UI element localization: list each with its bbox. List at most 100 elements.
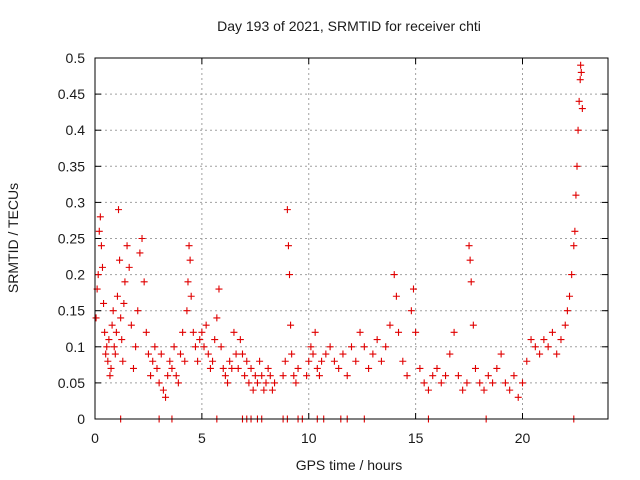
data-point bbox=[98, 263, 106, 271]
data-point bbox=[268, 386, 276, 394]
data-point bbox=[348, 343, 355, 351]
data-point bbox=[429, 372, 437, 380]
data-point bbox=[219, 364, 227, 372]
data-point bbox=[574, 126, 582, 134]
data-point bbox=[463, 379, 471, 387]
data-point bbox=[315, 372, 323, 380]
data-point bbox=[506, 386, 514, 394]
x-tick-label: 20 bbox=[515, 430, 531, 446]
data-point bbox=[339, 350, 347, 358]
data-point bbox=[110, 343, 118, 351]
data-point bbox=[484, 372, 492, 380]
data-point bbox=[466, 256, 474, 264]
data-point bbox=[168, 364, 176, 372]
data-point bbox=[446, 350, 454, 358]
y-axis-label: SRMTID / TECUs bbox=[5, 183, 21, 293]
x-tick-label: 15 bbox=[408, 430, 424, 446]
data-point bbox=[281, 357, 289, 365]
data-point bbox=[571, 227, 579, 235]
data-point bbox=[523, 357, 531, 365]
tick-labels: 0 0.05 0.1 0.15 0.2 0.25 0.3 0.35 0.4 0.45 0.5 0 5 10… bbox=[58, 50, 608, 446]
data-point bbox=[540, 336, 548, 344]
data-point bbox=[290, 372, 298, 380]
y-tick-label: 0.1 bbox=[66, 339, 86, 355]
y-tick-label: 0 bbox=[77, 411, 85, 427]
plot-frame bbox=[94, 57, 609, 420]
data-point bbox=[179, 328, 187, 336]
data-point bbox=[125, 263, 133, 271]
data-point bbox=[127, 321, 135, 329]
data-point bbox=[103, 343, 111, 351]
data-point bbox=[151, 343, 159, 351]
data-point bbox=[215, 285, 223, 293]
data-point bbox=[253, 379, 261, 387]
data-point bbox=[264, 364, 272, 372]
data-point bbox=[305, 357, 313, 365]
data-point bbox=[467, 278, 475, 286]
data-point bbox=[279, 372, 287, 380]
data-point bbox=[132, 343, 140, 351]
data-point bbox=[236, 336, 244, 344]
y-tick-label: 0.05 bbox=[58, 375, 85, 391]
data-point bbox=[234, 364, 242, 372]
data-point bbox=[313, 364, 321, 372]
data-point bbox=[116, 256, 124, 264]
data-point bbox=[181, 357, 189, 365]
data-point bbox=[228, 364, 236, 372]
x-axis-label: GPS time / hours bbox=[296, 457, 403, 473]
data-point bbox=[514, 393, 522, 401]
data-point bbox=[102, 350, 110, 358]
data-point bbox=[318, 357, 326, 365]
data-point bbox=[157, 350, 165, 358]
data-point bbox=[187, 292, 195, 300]
data-point bbox=[97, 242, 105, 250]
data-point bbox=[424, 386, 432, 394]
data-point bbox=[194, 357, 202, 365]
data-point bbox=[96, 213, 104, 221]
data-point bbox=[286, 271, 294, 279]
data-point bbox=[450, 328, 458, 336]
data-point bbox=[480, 386, 488, 394]
data-point bbox=[121, 278, 129, 286]
data-point bbox=[202, 321, 210, 329]
x-tick-label: 10 bbox=[301, 430, 317, 446]
data-point bbox=[164, 372, 172, 380]
data-point bbox=[454, 372, 462, 380]
data-point bbox=[162, 393, 170, 401]
data-point bbox=[183, 307, 191, 315]
data-point bbox=[568, 271, 576, 279]
data-point bbox=[266, 372, 274, 380]
data-point bbox=[519, 379, 526, 387]
data-point bbox=[566, 292, 574, 300]
data-point bbox=[118, 336, 126, 344]
data-point bbox=[489, 379, 497, 387]
data-point bbox=[386, 321, 394, 329]
data-point bbox=[437, 379, 445, 387]
data-point bbox=[576, 76, 584, 84]
data-point bbox=[572, 191, 580, 199]
data-point bbox=[100, 299, 108, 307]
data-point bbox=[159, 386, 167, 394]
data-point bbox=[573, 162, 581, 170]
data-point bbox=[249, 386, 257, 394]
data-points bbox=[92, 61, 586, 423]
data-point bbox=[561, 321, 569, 329]
data-point bbox=[330, 357, 338, 365]
data-point bbox=[113, 292, 121, 300]
data-point bbox=[536, 350, 544, 358]
data-point bbox=[155, 379, 163, 387]
y-tick-label: 0.45 bbox=[58, 86, 85, 102]
data-point bbox=[563, 307, 571, 315]
data-point bbox=[412, 328, 420, 336]
data-point bbox=[258, 372, 266, 380]
data-point bbox=[170, 343, 178, 351]
data-point bbox=[105, 336, 113, 344]
data-point bbox=[493, 364, 501, 372]
data-point bbox=[544, 343, 552, 351]
data-point bbox=[557, 336, 565, 344]
x-tick-label: 0 bbox=[91, 430, 99, 446]
data-point bbox=[420, 379, 428, 387]
data-point bbox=[112, 328, 120, 336]
data-point bbox=[120, 299, 128, 307]
data-point bbox=[442, 372, 450, 380]
